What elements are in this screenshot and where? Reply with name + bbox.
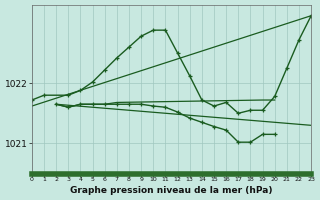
X-axis label: Graphe pression niveau de la mer (hPa): Graphe pression niveau de la mer (hPa) xyxy=(70,186,273,195)
